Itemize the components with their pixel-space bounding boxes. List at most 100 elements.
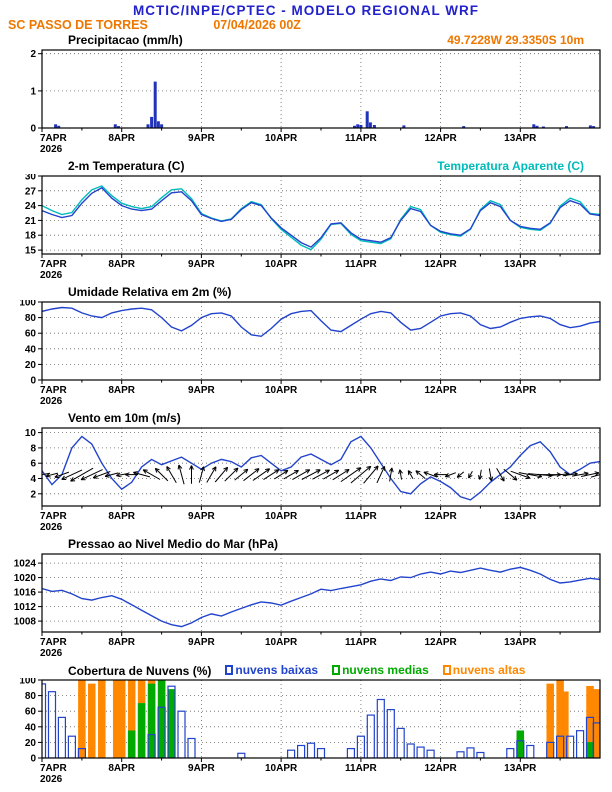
- svg-text:60: 60: [25, 707, 37, 718]
- station-line: SC PASSO DE TORRES 07/04/2026 00Z: [0, 18, 612, 33]
- svg-text:12APR: 12APR: [424, 763, 457, 774]
- legend-item-high-clouds: nuvens altas: [442, 663, 526, 677]
- mid-clouds-label: nuvens medias: [342, 663, 429, 677]
- high-clouds-label: nuvens altas: [452, 663, 526, 677]
- panel-cloud-cover: Cobertura de Nuvens (%) nuvens baixas nu…: [0, 663, 612, 789]
- svg-text:40: 40: [25, 722, 37, 733]
- svg-text:12APR: 12APR: [424, 637, 457, 648]
- wind-title: Vento em 10m (m/s): [68, 411, 181, 425]
- svg-text:9APR: 9APR: [188, 259, 215, 270]
- low-clouds-swatch-icon: [225, 665, 234, 675]
- svg-text:30: 30: [25, 174, 37, 183]
- panel-wind: Vento em 10m (m/s) 2 4 6 8 10 7APR 2026 8APR 9AP…: [0, 411, 612, 537]
- svg-text:8APR: 8APR: [108, 511, 135, 522]
- svg-text:7APR: 7APR: [40, 637, 67, 648]
- legend-item-low-clouds: nuvens baixas: [225, 663, 318, 677]
- panel-precipitation: Precipitacao (mm/h) 49.7228W 29.3350S 10…: [0, 33, 612, 159]
- svg-text:6: 6: [30, 459, 36, 470]
- svg-text:7APR: 7APR: [40, 511, 67, 522]
- svg-text:12APR: 12APR: [424, 259, 457, 270]
- svg-text:10: 10: [25, 428, 37, 439]
- svg-text:2026: 2026: [40, 270, 63, 281]
- svg-text:12APR: 12APR: [424, 511, 457, 522]
- svg-text:11APR: 11APR: [345, 385, 377, 396]
- legend-item-mid-clouds: nuvens medias: [332, 663, 429, 677]
- svg-text:11APR: 11APR: [345, 133, 377, 144]
- svg-text:24: 24: [25, 201, 37, 212]
- svg-text:10APR: 10APR: [265, 763, 298, 774]
- svg-text:1020: 1020: [14, 573, 37, 584]
- svg-text:2026: 2026: [40, 396, 63, 407]
- svg-text:9APR: 9APR: [188, 385, 215, 396]
- svg-text:9APR: 9APR: [188, 511, 215, 522]
- precipitation-title: Precipitacao (mm/h): [68, 33, 183, 47]
- svg-text:1: 1: [30, 86, 36, 97]
- svg-text:8APR: 8APR: [108, 763, 135, 774]
- svg-text:7APR: 7APR: [40, 133, 67, 144]
- svg-text:8APR: 8APR: [108, 637, 135, 648]
- svg-text:7APR: 7APR: [40, 763, 67, 774]
- svg-text:18: 18: [25, 231, 37, 242]
- svg-text:11APR: 11APR: [345, 763, 377, 774]
- svg-text:0: 0: [30, 754, 36, 765]
- svg-text:2026: 2026: [40, 648, 63, 659]
- svg-text:1008: 1008: [14, 617, 37, 628]
- pressure-title: Pressao ao Nivel Medio do Mar (hPa): [68, 537, 279, 551]
- svg-text:13APR: 13APR: [504, 385, 537, 396]
- svg-text:10APR: 10APR: [265, 385, 298, 396]
- panel-humidity: Umidade Relativa em 2m (%) 0 20 40 60 80 100 7…: [0, 285, 612, 411]
- svg-text:10APR: 10APR: [265, 133, 298, 144]
- station-coordinates: 49.7228W 29.3350S 10m: [447, 33, 584, 47]
- svg-text:27: 27: [25, 186, 37, 197]
- svg-text:10APR: 10APR: [265, 511, 298, 522]
- svg-text:10APR: 10APR: [265, 259, 298, 270]
- svg-text:0: 0: [30, 124, 36, 135]
- svg-text:9APR: 9APR: [188, 637, 215, 648]
- high-clouds-swatch-icon: [442, 665, 451, 675]
- svg-text:80: 80: [25, 313, 37, 324]
- svg-text:1016: 1016: [14, 588, 37, 599]
- svg-text:10APR: 10APR: [265, 637, 298, 648]
- svg-text:7APR: 7APR: [40, 385, 67, 396]
- svg-text:9APR: 9APR: [188, 133, 215, 144]
- svg-text:12APR: 12APR: [424, 385, 457, 396]
- page-header: MCTIC/INPE/CPTEC - MODELO REGIONAL WRF S…: [0, 0, 612, 33]
- svg-text:20: 20: [25, 360, 37, 371]
- mid-clouds-swatch-icon: [332, 665, 341, 675]
- svg-text:2026: 2026: [40, 522, 63, 533]
- apparent-temperature-legend: Temperatura Aparente (C): [437, 159, 584, 173]
- svg-text:11APR: 11APR: [345, 637, 377, 648]
- cloud-cover-title: Cobertura de Nuvens (%): [68, 664, 212, 678]
- svg-text:40: 40: [25, 344, 37, 355]
- svg-text:2026: 2026: [40, 774, 63, 785]
- run-datetime: 07/04/2026 00Z: [213, 18, 301, 32]
- svg-text:21: 21: [25, 216, 37, 227]
- low-clouds-label: nuvens baixas: [235, 663, 319, 677]
- svg-text:9APR: 9APR: [188, 763, 215, 774]
- svg-text:4: 4: [30, 474, 36, 485]
- svg-text:2: 2: [30, 49, 36, 60]
- svg-text:13APR: 13APR: [504, 763, 537, 774]
- svg-text:13APR: 13APR: [504, 637, 537, 648]
- panel-pressure: Pressao ao Nivel Medio do Mar (hPa) 1008…: [0, 537, 612, 663]
- cloud-legend: nuvens baixas nuvens medias nuvens altas: [225, 663, 525, 677]
- svg-text:60: 60: [25, 329, 37, 340]
- model-title: MCTIC/INPE/CPTEC - MODELO REGIONAL WRF: [133, 3, 479, 18]
- svg-text:11APR: 11APR: [345, 259, 377, 270]
- temperature-title: 2-m Temperatura (C): [68, 159, 185, 173]
- svg-text:1012: 1012: [14, 602, 37, 613]
- svg-text:15: 15: [25, 246, 37, 257]
- svg-text:11APR: 11APR: [345, 511, 377, 522]
- svg-text:12APR: 12APR: [424, 133, 457, 144]
- svg-text:13APR: 13APR: [504, 511, 537, 522]
- svg-text:8APR: 8APR: [108, 133, 135, 144]
- svg-text:1024: 1024: [14, 559, 37, 570]
- humidity-title: Umidade Relativa em 2m (%): [68, 285, 232, 299]
- svg-text:100: 100: [19, 300, 36, 309]
- svg-text:7APR: 7APR: [40, 259, 67, 270]
